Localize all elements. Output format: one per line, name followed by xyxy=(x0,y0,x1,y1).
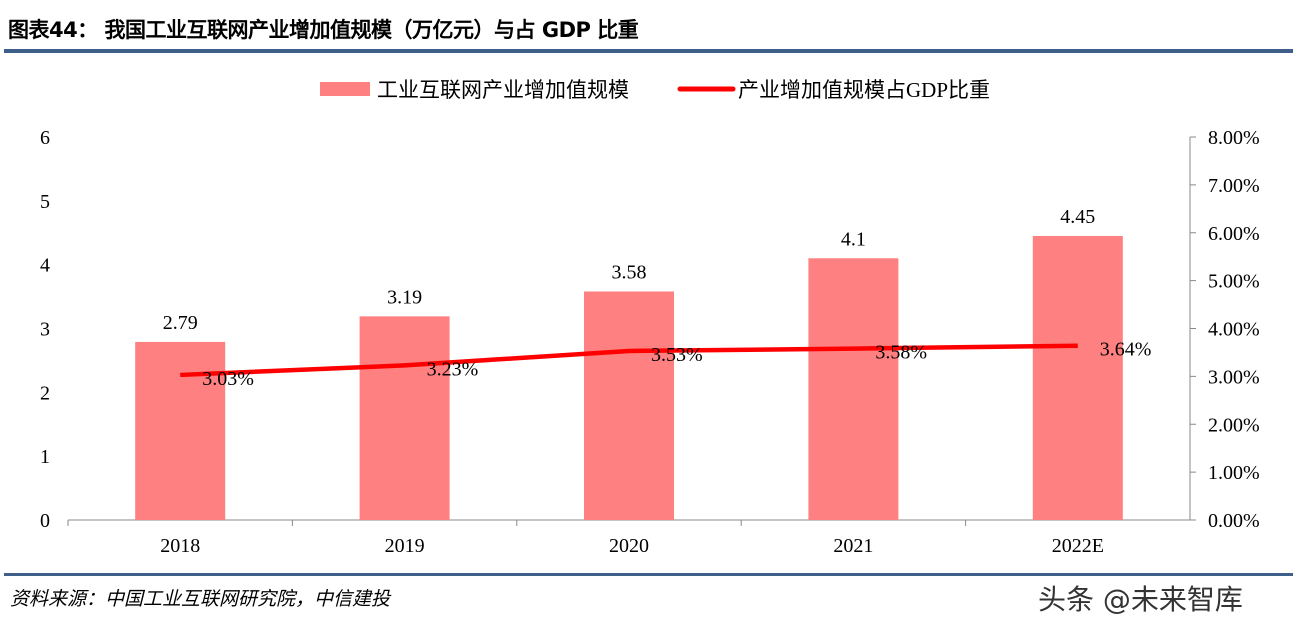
x-tick-label: 2019 xyxy=(385,535,425,557)
watermark: 头条 @未来智库 xyxy=(1038,583,1243,616)
right-tick-label: 0.00% xyxy=(1208,510,1260,532)
left-tick-label: 0 xyxy=(40,510,50,532)
line-value-label: 3.64% xyxy=(1100,339,1152,361)
left-tick-label: 3 xyxy=(40,319,50,341)
legend-label-bar: 工业互联网产业增加值规模 xyxy=(377,78,629,102)
right-tick-label: 2.00% xyxy=(1208,414,1260,436)
bar xyxy=(808,258,899,520)
x-tick-label: 2022E xyxy=(1052,535,1104,557)
x-tick-label: 2020 xyxy=(609,535,649,557)
left-tick-label: 4 xyxy=(40,255,50,277)
header-rule xyxy=(4,49,1293,53)
bar xyxy=(584,291,674,520)
line-value-label: 3.58% xyxy=(875,342,927,364)
left-tick-label: 6 xyxy=(40,127,50,149)
right-tick-label: 5.00% xyxy=(1208,271,1260,293)
bar-value-label: 3.19 xyxy=(387,286,422,308)
legend-label-line: 产业增加值规模占GDP比重 xyxy=(738,78,990,102)
source-note: 资料来源：中国工业互联网研究院，中信建投 xyxy=(10,588,391,610)
bar-value-label: 2.79 xyxy=(163,312,198,334)
right-tick-label: 6.00% xyxy=(1208,223,1260,245)
right-tick-label: 3.00% xyxy=(1208,366,1260,388)
line-value-label: 3.23% xyxy=(427,358,479,380)
bar-value-label: 4.1 xyxy=(841,228,866,250)
chart: 0 1 2 3 4 5 6 0.00% 1.00% 2.00% 3.00% 4.00% 5.00% 6.0… xyxy=(40,78,1260,557)
bar xyxy=(359,316,450,520)
x-tick-label: 2021 xyxy=(833,535,873,557)
right-tick-label: 7.00% xyxy=(1208,175,1260,197)
left-tick-label: 1 xyxy=(40,446,50,468)
bar-value-label: 4.45 xyxy=(1060,206,1095,228)
bar xyxy=(1032,235,1123,521)
right-tick-label: 4.00% xyxy=(1208,319,1260,341)
chart-title: 图表44： 我国工业互联网产业增加值规模（万亿元）与占 GDP 比重 xyxy=(8,18,639,42)
left-tick-label: 5 xyxy=(40,191,50,213)
footer-rule xyxy=(4,573,1293,576)
legend-swatch-bar xyxy=(320,82,370,96)
right-tick-label: 1.00% xyxy=(1208,462,1260,484)
left-tick-label: 2 xyxy=(40,382,50,404)
right-tick-label: 8.00% xyxy=(1208,127,1260,149)
x-tick-label: 2018 xyxy=(160,535,200,557)
line-value-label: 3.53% xyxy=(651,344,703,366)
bar-value-label: 3.58 xyxy=(612,261,647,283)
line-value-label: 3.03% xyxy=(202,368,254,390)
